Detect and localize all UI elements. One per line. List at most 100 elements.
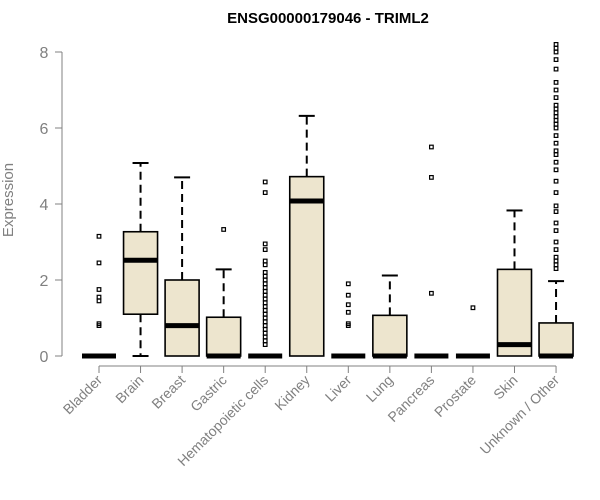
outlier-point [553,106,559,112]
outlier-point [262,330,268,336]
outlier-point [553,117,559,123]
outlier-point [553,266,559,271]
outlier-point [96,321,102,327]
outlier-point [262,296,268,302]
outlier-point [429,144,434,150]
outlier-point [262,308,268,313]
outlier-point [553,45,559,51]
outlier-point [553,148,559,154]
x-tick-label: Prostate [431,372,479,420]
x-tick-label: Breast [148,372,188,412]
outlier-point [262,304,268,309]
box-brain [122,161,159,357]
outlier-point [262,262,268,268]
outlier-point [553,167,559,173]
outlier-point [262,190,268,196]
outlier-point [553,66,559,72]
outlier-point [345,321,351,327]
outlier-point [553,203,559,209]
outlier-point [553,110,559,116]
outlier-point [262,292,268,298]
outlier-point [553,102,559,108]
box-body [538,322,574,357]
outlier-point [429,175,434,180]
outlier-point [553,41,559,47]
outlier-point [553,114,559,120]
box-pancreas [414,144,449,359]
outlier-point [553,262,559,268]
outlier-point [262,338,268,344]
outlier-point [96,294,102,300]
box-gastric [205,227,242,359]
box-prostate [455,305,490,359]
x-tick-label: Liver [322,372,355,405]
outlier-point [553,254,559,260]
outlier-point [553,49,559,55]
outlier-point [553,125,559,131]
outlier-point [345,309,351,315]
outlier-point [221,227,227,232]
y-tick-label: 4 [40,197,49,214]
box-body [372,314,408,357]
boxes-group [82,41,574,359]
box-lung [372,274,408,359]
x-tick-label: Lung [363,372,396,405]
x-tick-label: Unknown / Other [477,372,563,458]
box-unknown-other [538,41,574,359]
outlier-point [262,319,268,325]
outlier-point [553,209,559,215]
outlier-point [345,292,351,298]
x-tick-label: Brain [112,372,146,406]
outlier-point [553,258,559,264]
outlier-point [553,220,559,226]
chart-title: ENSG00000179046 - TRIML2 [227,10,429,27]
outlier-point [262,281,268,287]
outlier-point [553,152,559,158]
outlier-point [553,178,559,184]
box-hematopoietic-cells [248,179,283,359]
outlier-point [262,300,268,306]
outlier-point [262,327,268,332]
outlier-point [262,323,268,328]
outlier-point [553,95,559,101]
box-liver [331,281,366,359]
outlier-point [470,305,476,311]
outlier-point [96,287,102,292]
outlier-point [345,302,351,308]
outlier-point [262,277,268,283]
outlier-point [429,290,434,296]
y-axis: 0 2 4 6 8 [40,45,63,366]
outlier-point [262,247,268,253]
outlier-point [262,289,268,294]
outlier-point [262,273,268,279]
outlier-point [553,239,559,245]
outlier-point [553,228,559,234]
outlier-point [262,315,268,321]
outlier-point [553,247,559,253]
outlier-point [553,133,559,139]
y-axis-label: Expression [0,163,17,237]
outlier-point [96,233,102,239]
x-tick-label: Skin [490,372,521,403]
box-body [164,279,200,357]
outlier-point [262,342,268,347]
outlier-point [553,57,559,62]
outlier-point [96,260,102,266]
box-body [122,230,159,316]
outlier-point [262,311,268,317]
outlier-point [262,179,268,185]
outlier-point [553,190,559,196]
outlier-point [262,270,268,275]
outlier-point [262,334,268,340]
x-tick-label: Kidney [271,372,313,414]
box-kidney [288,114,325,357]
outlier-point [262,241,268,247]
box-body [205,316,242,357]
outlier-point [553,140,559,146]
box-breast [164,176,200,357]
outlier-point [96,298,102,304]
y-tick-label: 8 [40,45,49,62]
box-body [288,175,325,357]
